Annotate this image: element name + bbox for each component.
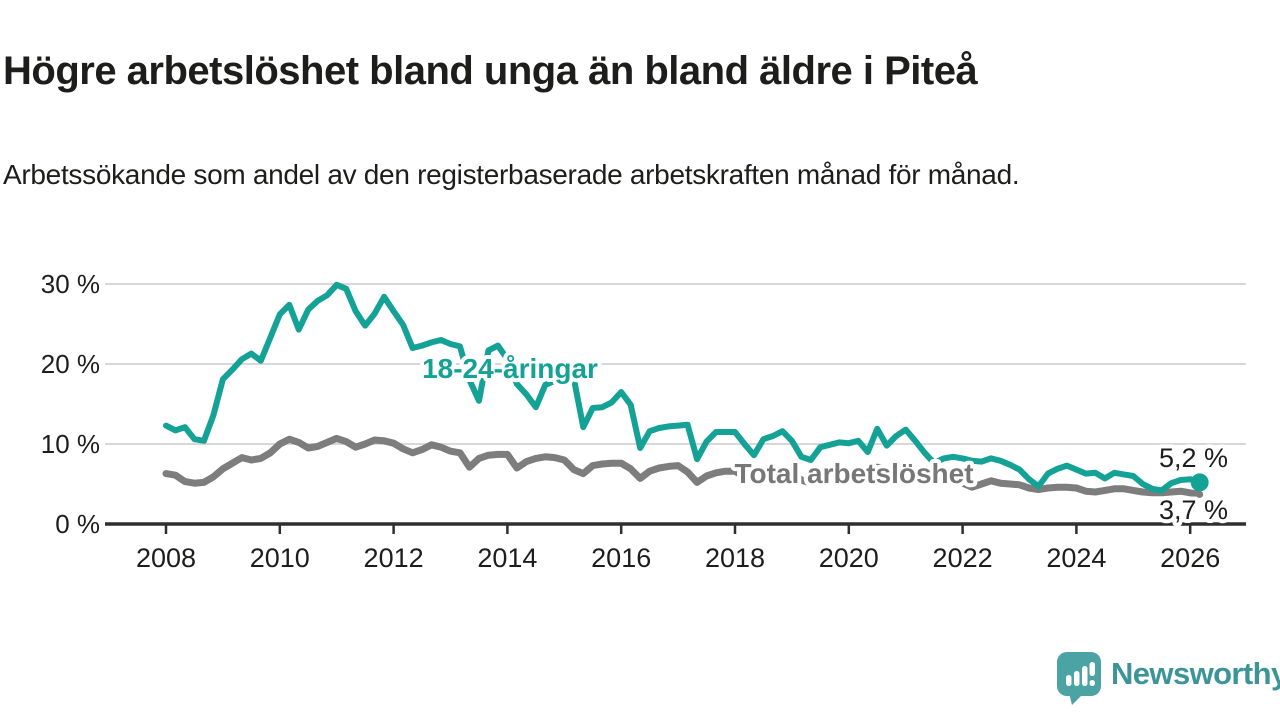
speech-bubble-bar-chart-icon <box>1057 652 1101 705</box>
end-value-label-young: 5,2 % <box>1159 443 1228 473</box>
series-end-dot <box>1190 473 1209 492</box>
x-axis-label: 2012 <box>364 543 424 573</box>
page-title: Högre arbetslöshet bland unga än bland ä… <box>3 48 978 93</box>
page-subtitle: Arbetssökande som andel av den registerb… <box>3 159 1020 190</box>
x-axis-label: 2010 <box>250 543 310 573</box>
x-axis-label: 2020 <box>819 543 879 573</box>
x-axis-label: 2008 <box>136 543 196 573</box>
series-label-young: 18-24-åringar <box>422 353 598 384</box>
series-line-total <box>162 434 1204 498</box>
series-label-total: Total arbetslöshet <box>734 458 973 489</box>
x-axis-label: 2022 <box>933 543 993 573</box>
y-axis-label: 30 % <box>41 269 100 299</box>
newsworthy-wordmark: Newsworthy <box>1111 656 1280 691</box>
series-line-young <box>163 281 1203 494</box>
x-axis-label: 2018 <box>705 543 765 573</box>
x-axis-label: 2016 <box>591 543 651 573</box>
y-axis-label: 10 % <box>41 429 100 459</box>
y-axis-label: 20 % <box>41 349 100 379</box>
y-axis-label: 0 % <box>55 509 100 539</box>
x-axis-label: 2014 <box>477 543 537 573</box>
end-value-label-total: 3,7 % <box>1159 495 1228 525</box>
x-axis-label: 2024 <box>1046 543 1106 573</box>
newsworthy-logo: Newsworthy <box>1056 651 1280 705</box>
x-axis-label: 2026 <box>1160 543 1220 573</box>
